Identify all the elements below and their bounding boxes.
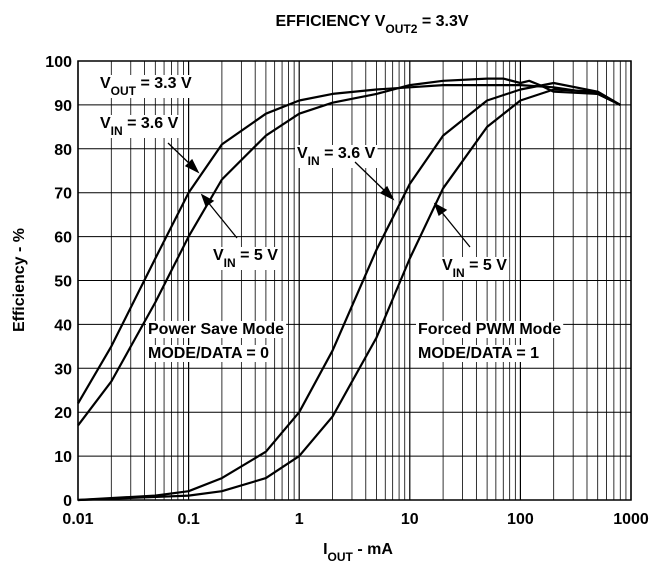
annotation-text-main: Power Save Mode	[148, 321, 284, 338]
efficiency-curve	[77, 88, 621, 502]
annotation-bg	[146, 345, 272, 362]
annotation-text: VIN = 5 V	[213, 247, 278, 270]
y-tick-label: 100	[45, 54, 72, 71]
plot-frame	[77, 60, 632, 501]
chart-title-sub: OUT2	[385, 22, 417, 36]
annotation-bg	[98, 75, 194, 98]
annotation-text: Forced PWM Mode	[418, 321, 561, 338]
annotation-text-main: Forced PWM Mode	[418, 321, 561, 338]
annotation-text: Power Save Mode	[148, 321, 284, 338]
annotation-text-main: V	[297, 145, 308, 162]
x-tick-label: 10	[401, 511, 419, 528]
annotation-text: VIN = 3.6 V	[100, 115, 179, 138]
annotation-text-main: MODE/DATA = 0	[148, 345, 269, 362]
arrow-head	[184, 158, 200, 174]
annotation-bg	[440, 257, 510, 280]
annotation-text-rest: = 5 V	[465, 257, 508, 274]
annotation-bg	[98, 115, 181, 138]
annotation-text-rest: = 3.6 V	[123, 115, 179, 132]
lines	[77, 77, 621, 502]
x-tick-label: 0.1	[177, 511, 199, 528]
arrow	[439, 209, 471, 248]
annotation: VIN = 5 V	[440, 257, 510, 280]
annotation: VIN = 3.6 V	[98, 115, 181, 138]
efficiency-curve	[77, 81, 621, 502]
chart-title-rest: = 3.3V	[417, 13, 468, 30]
annotation: Forced PWM Mode	[416, 321, 564, 338]
x-axis-label-sub: OUT	[328, 550, 354, 564]
chart-title: EFFICIENCY VOUT2 = 3.3V	[275, 13, 468, 36]
arrows	[167, 142, 471, 248]
annotation-text-rest: = 3.3 V	[136, 75, 192, 92]
annotation-bg	[295, 145, 378, 168]
annotation-text-rest: = 5 V	[236, 247, 279, 264]
y-tick-label: 20	[54, 405, 72, 422]
annotation-bg	[416, 321, 564, 338]
annotation: VIN = 3.6 V	[295, 145, 378, 168]
arrow-head	[433, 202, 448, 217]
annotation-text-sub: IN	[224, 256, 236, 270]
annotation: Power Save Mode	[146, 321, 287, 338]
annotation-text-sub: IN	[453, 266, 465, 280]
annotation-text: MODE/DATA = 1	[418, 345, 539, 362]
annotation-text-main: V	[213, 247, 224, 264]
x-tick-label: 1000	[613, 511, 649, 528]
x-axis-label: IOUT - mA	[323, 541, 393, 564]
annotation-bg	[146, 321, 287, 338]
annotation-text-sub: IN	[111, 124, 123, 138]
y-tick-label: 90	[54, 98, 72, 115]
x-tick-label: 100	[507, 511, 534, 528]
x-axis-label-main: I	[323, 541, 327, 558]
annotation: MODE/DATA = 0	[146, 345, 272, 362]
annotation-text-rest: = 3.6 V	[320, 145, 376, 162]
annotation: VIN = 5 V	[211, 247, 281, 270]
y-axis-label: Efficiency - %	[11, 228, 28, 332]
annotation-text: VOUT = 3.3 V	[100, 75, 192, 98]
annotation-bg	[416, 345, 542, 362]
y-tick-label: 30	[54, 361, 72, 378]
annotation-text-main: V	[442, 257, 453, 274]
annotation-text-sub: IN	[308, 154, 320, 168]
annotation-text-main: MODE/DATA = 1	[418, 345, 539, 362]
annotation-text-main: V	[100, 115, 111, 132]
annotation-text: VIN = 5 V	[442, 257, 507, 280]
annotation-text-sub: OUT	[111, 84, 137, 98]
y-tick-label: 70	[54, 186, 72, 203]
arrow	[206, 200, 238, 239]
y-tick-label: 60	[54, 230, 72, 247]
x-tick-label: 0.01	[62, 511, 93, 528]
y-tick-label: 80	[54, 142, 72, 159]
annotation-text-main: V	[100, 75, 111, 92]
y-tick-label: 0	[63, 493, 72, 510]
arrow-head	[200, 193, 215, 208]
chart-title-main: EFFICIENCY V	[275, 13, 385, 30]
annotation-text: VIN = 3.6 V	[297, 145, 376, 168]
annotation: VOUT = 3.3 V	[98, 75, 194, 98]
y-tick-label: 40	[54, 317, 72, 334]
arrow	[354, 161, 389, 195]
annotation-text: MODE/DATA = 0	[148, 345, 269, 362]
y-tick-label: 10	[54, 449, 72, 466]
arrow-head	[379, 185, 395, 201]
x-tick-label: 1	[295, 511, 304, 528]
annotation-bg	[211, 247, 281, 270]
annotation: MODE/DATA = 1	[416, 345, 542, 362]
y-tick-label: 50	[54, 274, 72, 291]
x-axis-label-rest: - mA	[353, 541, 393, 558]
